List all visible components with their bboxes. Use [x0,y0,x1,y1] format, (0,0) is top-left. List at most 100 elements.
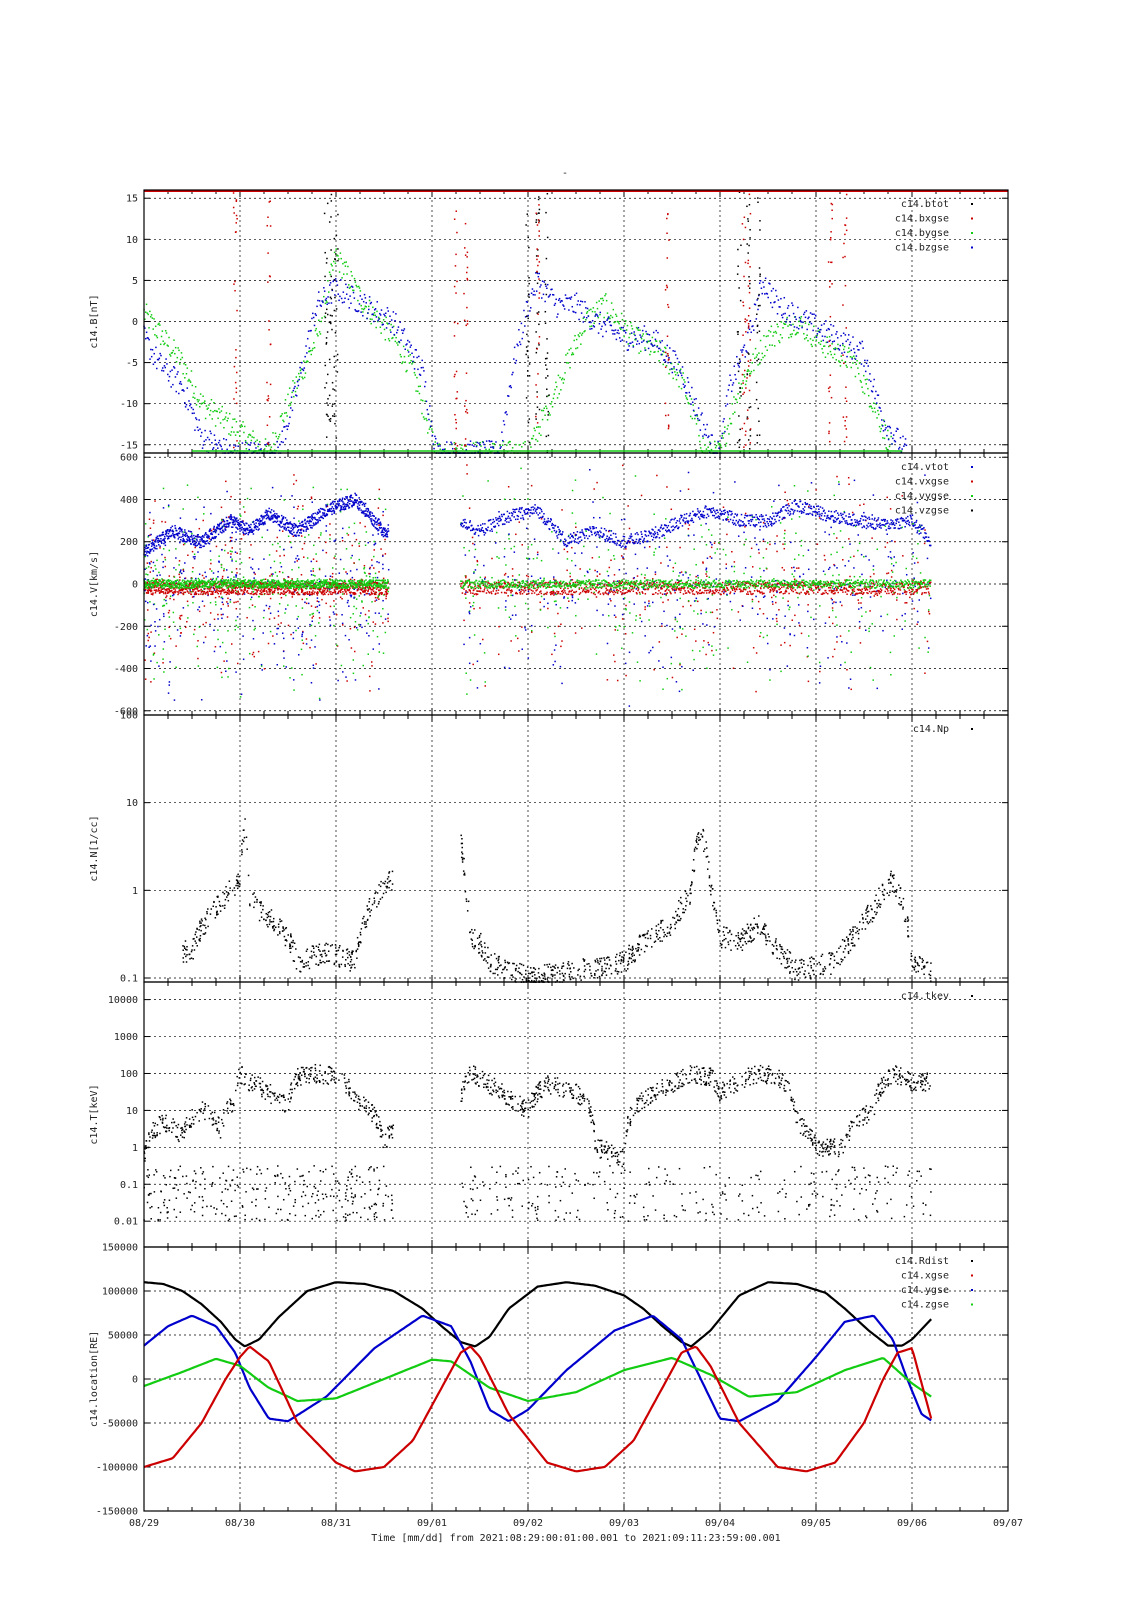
data-point [221,405,224,408]
data-point [339,498,341,500]
data-point [857,367,859,369]
data-point [251,558,254,560]
data-point [724,426,726,428]
data-point [634,338,636,341]
data-point [232,192,235,194]
data-point [669,368,671,371]
data-point [471,444,473,446]
data-point [173,598,175,601]
data-point [466,306,468,309]
data-point [263,609,265,612]
data-point [209,533,212,535]
data-point [336,254,338,256]
data-point [339,509,342,511]
data-point [748,389,751,392]
data-point [654,351,656,353]
data-point [259,520,262,523]
data-point [779,306,781,308]
data-point [601,325,603,328]
data-point [315,327,318,330]
data-point [746,243,748,245]
data-point [382,652,385,654]
data-point [242,531,244,533]
data-point [150,624,152,627]
data-point [220,527,223,530]
data-point [738,287,740,289]
data-point [333,402,336,405]
data-point [595,301,598,304]
data-point [254,588,256,591]
data-point [872,385,875,388]
data-point [274,589,276,592]
data-point [155,346,157,349]
data-point [209,612,212,614]
data-point [845,217,848,219]
data-point [367,514,370,517]
data-point [695,397,697,400]
data-point [266,593,269,595]
data-point [236,572,238,574]
data-point [340,297,343,300]
data-point [778,341,781,344]
data-point [180,539,182,541]
data-point [676,372,679,374]
data-point [323,512,326,514]
data-point [217,592,220,595]
data-point [298,372,300,375]
data-point [171,589,173,592]
data-point [230,515,232,518]
data-point [609,324,612,327]
data-point [535,351,538,354]
data-point [589,328,591,330]
data-point [834,347,837,349]
data-point [259,590,261,592]
data-point [357,503,359,505]
data-point [525,353,527,356]
data-point [384,508,387,511]
data-point [301,520,304,523]
data-point [253,655,256,658]
data-point [456,447,458,450]
data-point [344,508,347,510]
data-point [419,385,422,388]
data-point [257,595,260,598]
data-point [254,524,257,527]
data-point [213,434,216,436]
data-point [349,500,352,502]
data-point [305,525,308,528]
data-point [354,679,357,681]
data-point [318,331,321,333]
data-point [268,444,270,447]
data-point [293,387,295,390]
data-point [410,359,412,362]
data-point [690,398,693,400]
data-point [233,519,235,522]
data-point [294,385,296,388]
data-point [237,577,239,580]
y-axis-label: c14.V[km/s] [89,551,100,617]
data-point [378,561,380,564]
data-point [418,392,421,395]
data-point [877,413,880,416]
data-point [818,330,820,333]
data-point [428,418,430,421]
data-point [463,405,466,407]
data-point [251,585,254,587]
data-point [235,420,238,423]
data-point [788,314,791,317]
data-point [156,367,158,370]
data-point [178,617,181,619]
data-point [155,590,157,592]
data-point [279,585,281,588]
data-point [245,522,247,524]
data-point [764,293,766,295]
data-point [708,435,710,437]
data-point [387,620,389,623]
data-point [756,331,759,334]
data-point [213,401,215,404]
data-point [324,541,327,544]
data-point [770,325,773,328]
data-point [747,417,749,420]
data-point [443,448,445,451]
data-point [252,593,255,596]
